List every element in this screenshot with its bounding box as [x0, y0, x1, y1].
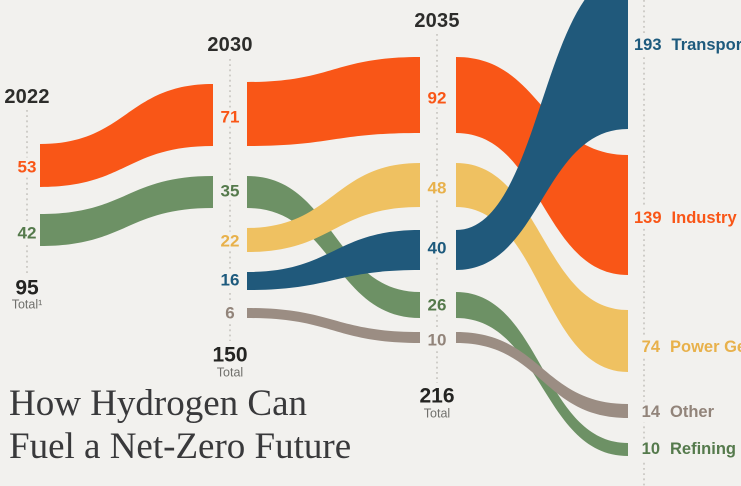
flow-ribbon-blue — [456, 0, 628, 270]
end-use-name: Industry — [671, 208, 737, 227]
flow-ribbon-yellow — [247, 163, 420, 252]
end-use-value: 74 — [634, 336, 660, 358]
node-value-2035-48: 48 — [424, 178, 450, 198]
flow-ribbon-green — [40, 176, 213, 246]
node-value-2035-26: 26 — [424, 295, 450, 315]
end-use-value: 10 — [634, 438, 660, 460]
node-value-2030-22: 22 — [217, 231, 243, 251]
node-value-2022-53: 53 — [14, 157, 40, 177]
node-value-2022-42: 42 — [14, 223, 40, 243]
node-value-2035-10: 10 — [424, 330, 450, 350]
end-use-name: Transport — [671, 35, 741, 54]
end-use-name: Power Gen — [670, 337, 741, 356]
flow-ribbon-orange — [247, 57, 420, 146]
end-use-name: Refining — [670, 439, 736, 458]
total-caption-2030: Total — [213, 366, 247, 380]
chart-title-line1: How Hydrogen Can — [9, 383, 308, 424]
flow-ribbon-taupe — [456, 332, 628, 418]
end-use-label-industry: 139 Industry — [634, 207, 737, 229]
node-value-2035-92: 92 — [424, 88, 450, 108]
end-use-label-refining: 10 Refining — [634, 438, 736, 460]
year-label-2035: 2035 — [411, 10, 463, 32]
flow-ribbon-orange — [40, 84, 213, 187]
node-value-2030-71: 71 — [217, 107, 243, 127]
end-use-label-other: 14 Other — [634, 401, 715, 423]
end-use-value: 139 — [634, 207, 662, 229]
flow-ribbon-green — [247, 176, 420, 318]
end-use-name: Other — [670, 402, 715, 421]
total-caption-2035: Total — [420, 407, 454, 421]
node-value-2030-16: 16 — [217, 270, 243, 290]
total-value-2022: 95 — [12, 276, 42, 300]
end-use-value: 14 — [634, 401, 660, 423]
total-value-2030: 150 — [209, 343, 251, 367]
flow-ribbon-blue — [247, 230, 420, 290]
year-label-2022: 2022 — [1, 86, 53, 108]
year-label-2030: 2030 — [204, 34, 256, 56]
chart-title-line2: Fuel a Net-Zero Future — [9, 426, 352, 467]
end-use-label-transport: 193 Transport — [634, 34, 741, 56]
chart-title: How Hydrogen Can Fuel a Net-Zero Future — [9, 382, 351, 468]
end-use-value: 193 — [634, 34, 662, 56]
total-value-2035: 216 — [416, 384, 458, 408]
total-caption-2022: Total¹ — [8, 298, 46, 312]
node-value-2035-40: 40 — [424, 238, 450, 258]
node-value-2030-35: 35 — [217, 181, 243, 201]
node-value-2030-6: 6 — [222, 303, 238, 323]
flow-ribbon-taupe — [247, 308, 420, 343]
end-use-label-power-gen: 74 Power Gen — [634, 336, 741, 358]
